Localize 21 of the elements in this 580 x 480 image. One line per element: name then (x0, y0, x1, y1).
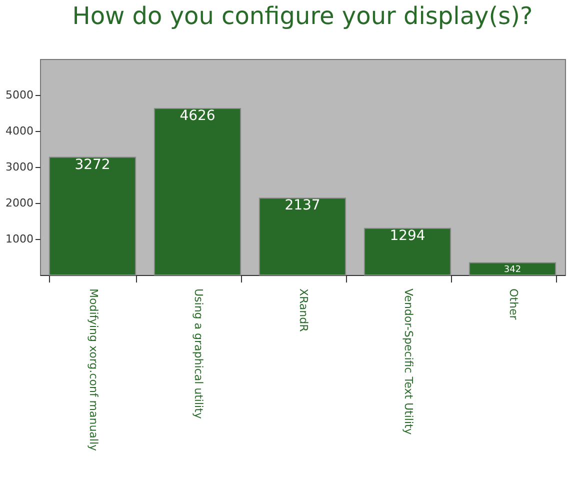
x-tick-label: Modifying xorg.conf manually (87, 288, 100, 452)
bar (468, 262, 556, 276)
data-label: 342 (504, 264, 522, 275)
y-tick-label: 4000 (6, 124, 34, 138)
y-tick-label: 1000 (6, 232, 34, 246)
y-tick-label: 5000 (6, 88, 34, 102)
data-label: 3272 (74, 156, 110, 173)
bar (154, 108, 242, 276)
y-tick-label: 2000 (6, 196, 34, 210)
bar (258, 198, 346, 276)
data-label: 2137 (284, 198, 320, 214)
data-label: 4626 (180, 108, 216, 124)
bar (364, 228, 452, 276)
x-tick-label: Using a graphical utility (192, 288, 205, 420)
data-label: 1294 (390, 228, 426, 244)
bar (48, 156, 136, 276)
x-tick-label: Other (507, 288, 520, 320)
x-tick-label: Vendor-Specific Text Utility (402, 288, 415, 436)
y-tick-label: 3000 (6, 160, 34, 174)
x-tick-label: XRandR (297, 288, 310, 332)
chart-title: How do you configure your display(s)? (72, 2, 533, 30)
